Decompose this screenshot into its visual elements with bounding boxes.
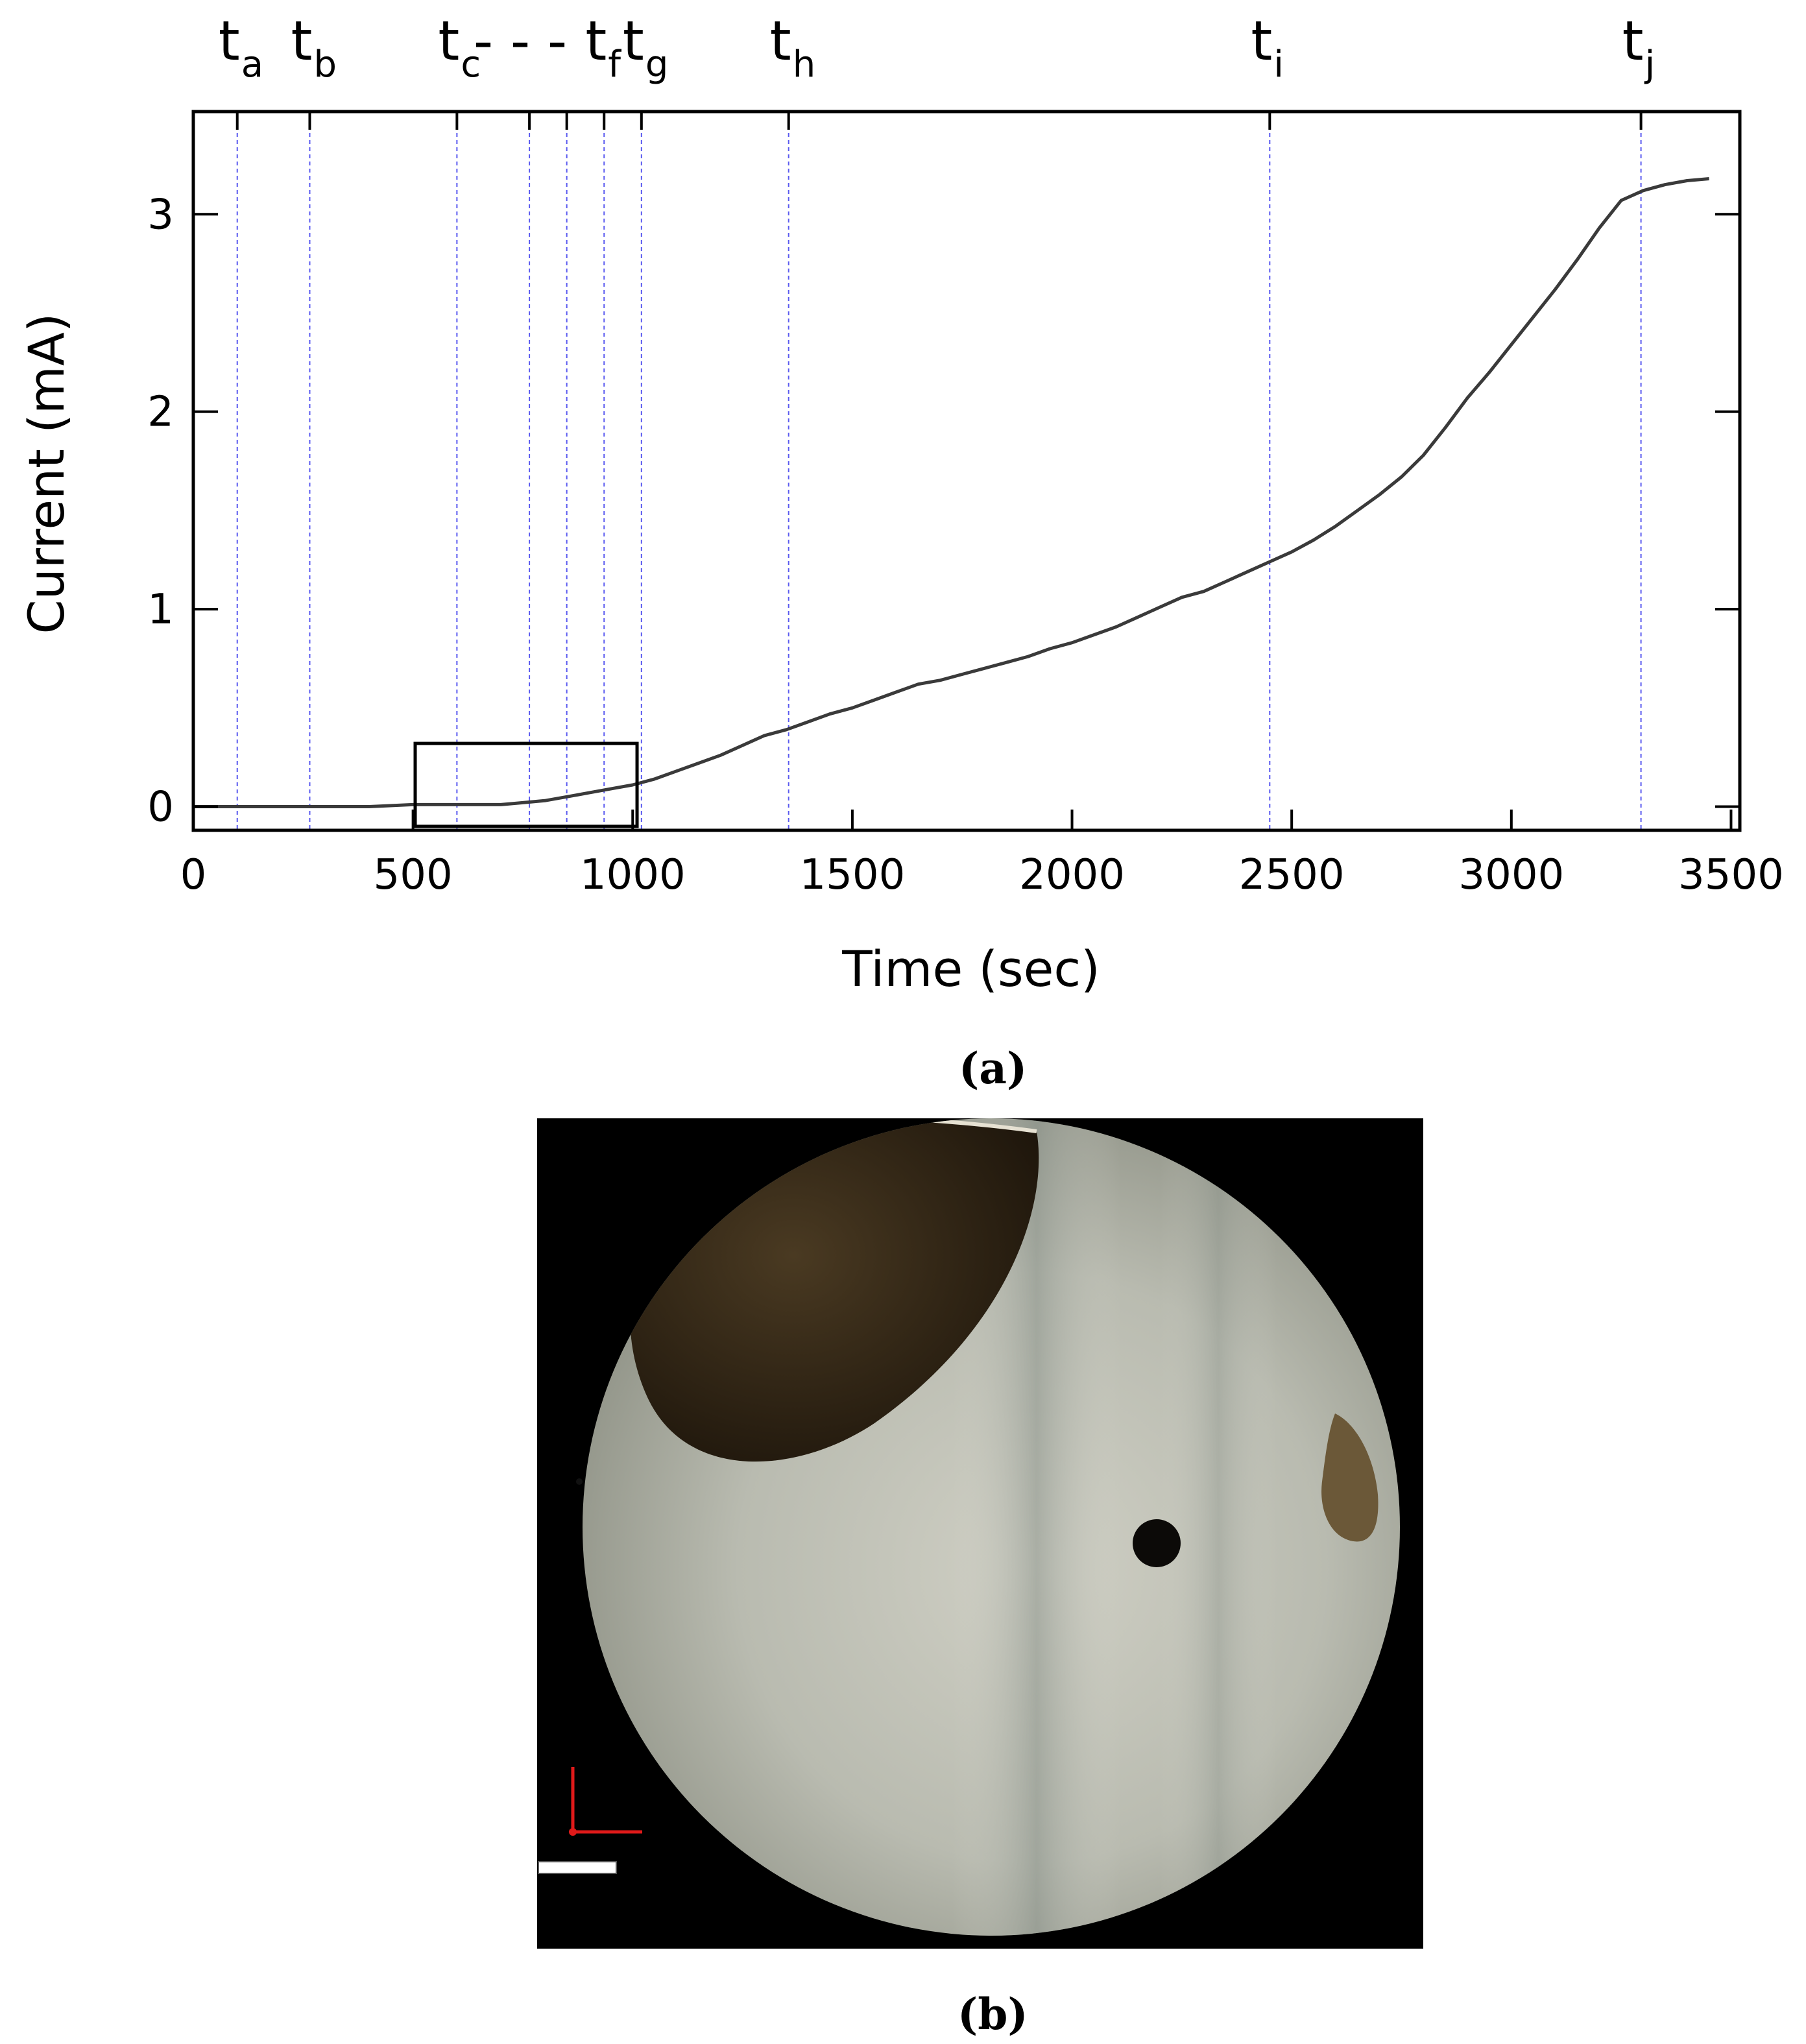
edge-flake [1321, 1413, 1379, 1542]
marker-sub-a: a [241, 43, 263, 86]
photo-illustration [538, 1118, 1400, 1936]
x-tick-label-7: 3500 [1678, 851, 1784, 899]
marker-label-h: t [770, 9, 791, 73]
marker-sub-j: j [1644, 43, 1655, 86]
marker-dashes: - - - [474, 9, 567, 73]
marker-sub-g: g [645, 43, 669, 86]
marker-label-a: t [219, 9, 240, 73]
marker-label-b: t [291, 9, 313, 73]
x-tick-label-5: 2500 [1239, 851, 1345, 899]
x-tick-label-2: 1000 [580, 851, 686, 899]
scale-bar [538, 1767, 642, 1874]
marker-label-j: t [1622, 9, 1644, 73]
x-tick-label-3: 1500 [799, 851, 905, 899]
marker-label-i: t [1251, 9, 1272, 73]
marker-sub-h: h [793, 43, 816, 86]
y-tick-label-0: 0 [147, 783, 174, 831]
current-series-line [193, 177, 1709, 808]
marker-label-g: t [623, 9, 644, 73]
caption-b: (b) [957, 1989, 1028, 2039]
y-tick-label-2: 2 [147, 389, 174, 437]
pit-dot [1133, 1519, 1181, 1567]
marker-sub-b: b [313, 43, 337, 86]
x-tick-label-6: 3000 [1458, 851, 1564, 899]
x-tick-label-4: 2000 [1019, 851, 1125, 899]
marker-label-c: t [438, 9, 459, 73]
marker-sub-f: f [608, 43, 621, 86]
y-tick-label-3: 3 [147, 191, 174, 239]
x-axis-title: Time (sec) [841, 940, 1100, 998]
plot-frame [191, 110, 1742, 832]
sample-photo [537, 1118, 1423, 1949]
x-tick-label-1: 500 [374, 851, 453, 899]
caption-a: (a) [959, 1043, 1028, 1094]
x-tick-label-0: 0 [180, 851, 207, 899]
marker-label-f: t [585, 9, 607, 73]
y-tick-label-1: 1 [147, 586, 174, 634]
zoom-inset-box [413, 741, 639, 828]
marker-sub-i: i [1273, 43, 1284, 86]
marker-sub-c: c [461, 43, 481, 86]
y-axis-title: Current (mA) [18, 313, 75, 634]
